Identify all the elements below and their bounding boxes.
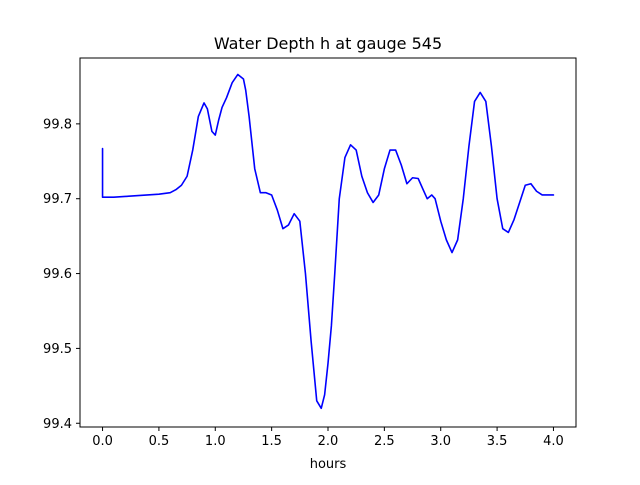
- x-tick-label: 4.0: [543, 434, 564, 449]
- x-tick-label: 3.0: [430, 434, 451, 449]
- chart-title: Water Depth h at gauge 545: [214, 34, 442, 53]
- x-tick-label: 2.5: [374, 434, 395, 449]
- axis-ticks: 0.0 0.5 1.0 1.5 2.0 2.5 3.0 3.5 4.0 99.4 99.5 99.6 9…: [43, 117, 564, 449]
- x-tick-label: 0.5: [149, 434, 170, 449]
- y-tick-label: 99.7: [43, 192, 72, 207]
- series-line-0: [101, 73, 555, 410]
- x-tick-label: 1.0: [205, 434, 226, 449]
- y-tick-label: 99.6: [43, 267, 72, 282]
- series-layer: [101, 73, 555, 410]
- y-tick-label: 99.5: [43, 342, 72, 357]
- x-tick-label: 1.5: [261, 434, 282, 449]
- x-axis-label: hours: [310, 457, 347, 472]
- y-tick-label: 99.8: [43, 117, 72, 132]
- x-tick-label: 0.0: [92, 434, 113, 449]
- y-tick-label: 99.4: [43, 417, 72, 432]
- plot-frame: [79, 57, 577, 428]
- x-tick-label: 2.0: [318, 434, 339, 449]
- x-tick-label: 3.5: [487, 434, 508, 449]
